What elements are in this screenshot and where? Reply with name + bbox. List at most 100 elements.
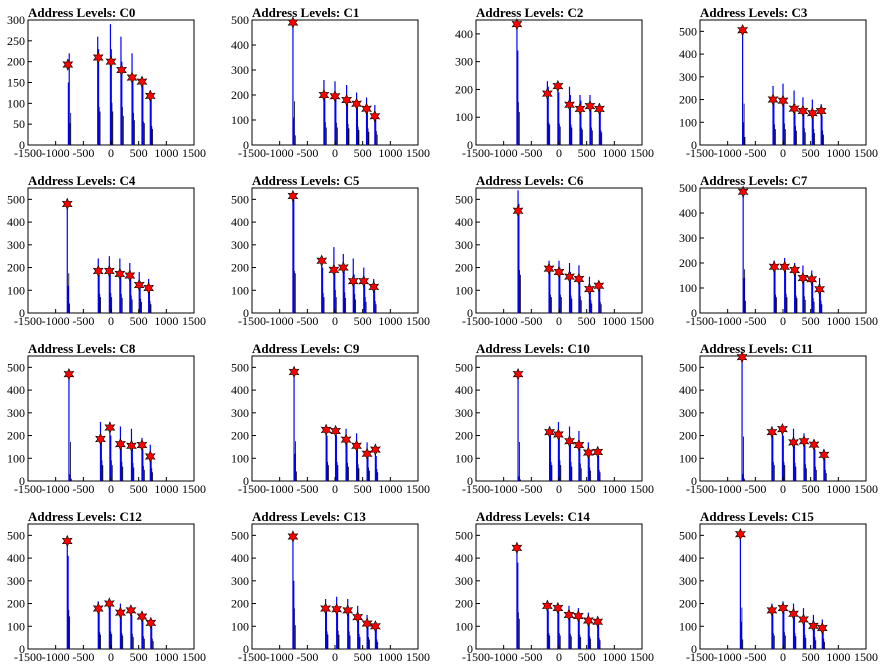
x-tick-label: 1000: [378, 650, 402, 664]
y-tick-label: 50: [13, 117, 25, 131]
chart-title: Address Levels: C15: [700, 509, 814, 524]
x-tick-label: 0: [556, 482, 562, 496]
x-tick-label: -1500: [14, 650, 42, 664]
y-tick-label: 500: [231, 528, 249, 542]
y-tick-label: 200: [231, 597, 249, 611]
peak-marker: [766, 425, 778, 439]
chart-panel: Address Levels: C15 0 100 200 300 400 500 -1500…: [679, 509, 878, 664]
peak-marker: [788, 607, 799, 621]
peak-marker: [584, 99, 596, 113]
y-tick-label: 300: [7, 238, 25, 252]
y-tick-label: 200: [455, 597, 473, 611]
x-tick-label: -1500: [462, 146, 490, 160]
y-tick-label: 200: [7, 261, 25, 275]
peak-marker: [143, 281, 155, 295]
peak-marker: [814, 283, 825, 296]
chart-title: Address Levels: C14: [476, 509, 590, 524]
x-tick-label: 0: [780, 650, 786, 664]
peak-marker: [564, 434, 575, 448]
peak-marker: [320, 423, 332, 437]
chart-panel: Address Levels: C10 0 100 200 300 400 500 -1500…: [455, 341, 654, 496]
y-tick-label: 500: [679, 528, 697, 542]
x-tick-label: 1000: [154, 482, 178, 496]
y-tick-label: 0: [19, 642, 25, 656]
x-tick-label: 1000: [826, 482, 850, 496]
x-tick-label: -1500: [238, 482, 266, 496]
chart-panel: Address Levels: C50100200300400500-1500-…: [231, 173, 430, 328]
y-tick-label: 0: [691, 642, 697, 656]
x-tick-label: 1000: [826, 314, 850, 328]
x-tick-label: 0: [556, 146, 562, 160]
chart-panel: Address Levels: C10100200300400500-1500-…: [231, 5, 430, 160]
x-tick-label: 1500: [406, 650, 430, 664]
y-tick-label: 300: [231, 574, 249, 588]
x-tick-label: 1500: [630, 146, 654, 160]
peak-marker: [103, 597, 115, 610]
plot-frame: [699, 187, 867, 314]
peak-marker: [103, 264, 115, 278]
y-tick-label: 300: [679, 70, 697, 84]
peak-marker: [797, 271, 809, 285]
x-tick-label: -1000: [714, 314, 742, 328]
y-tick-label: 100: [7, 283, 25, 297]
y-tick-label: 500: [679, 181, 697, 195]
peak-marker: [136, 75, 148, 88]
x-tick-label: -1000: [266, 650, 294, 664]
peak-marker: [92, 51, 104, 64]
peak-marker: [320, 602, 332, 615]
peak-marker: [543, 262, 555, 275]
x-tick-label: 0: [780, 146, 786, 160]
peak-marker: [564, 98, 575, 111]
x-tick-label: 1000: [602, 482, 626, 496]
x-tick-label: 1000: [154, 650, 178, 664]
x-tick-label: 1000: [378, 314, 402, 328]
chart-title: Address Levels: C9: [252, 341, 360, 356]
x-tick-label: -500: [72, 650, 94, 664]
chart-title: Address Levels: C5: [252, 173, 360, 188]
peak-marker: [779, 260, 791, 274]
y-tick-label: 500: [231, 360, 249, 374]
peak-marker: [798, 434, 810, 448]
x-tick-label: -500: [296, 146, 318, 160]
peak-marker: [287, 530, 299, 543]
chart-title: Address Levels: C10: [476, 341, 590, 356]
peak-marker: [766, 604, 778, 617]
peak-marker: [511, 541, 523, 555]
peak-marker: [351, 97, 362, 111]
x-tick-label: 500: [354, 482, 372, 496]
x-tick-label: -1500: [686, 314, 714, 328]
x-tick-label: -1000: [490, 314, 518, 328]
x-tick-label: -500: [72, 314, 94, 328]
chart-panel: Address Levels: C13 0 100 200 300 400 500 -1500…: [231, 509, 430, 664]
x-tick-label: -1000: [42, 146, 70, 160]
x-tick-label: 1000: [826, 146, 850, 160]
x-tick-label: -1500: [686, 650, 714, 664]
peak-marker: [61, 534, 73, 548]
x-tick-label: -1500: [238, 146, 266, 160]
chart-panel: Address Levels: C30100200300400500-1500-…: [679, 5, 878, 160]
y-tick-label: 200: [679, 429, 697, 443]
peak-marker: [361, 447, 373, 460]
x-tick-label: 0: [556, 650, 562, 664]
x-tick-label: 500: [130, 314, 148, 328]
y-tick-label: 200: [455, 82, 473, 96]
peak-marker: [114, 606, 126, 619]
peak-marker: [768, 260, 780, 274]
x-tick-label: -1000: [490, 482, 518, 496]
x-tick-label: 1500: [406, 146, 430, 160]
x-tick-label: -500: [72, 482, 94, 496]
x-tick-label: -1000: [714, 482, 742, 496]
peak-marker: [737, 23, 749, 37]
y-tick-label: 0: [467, 138, 473, 152]
y-tick-label: 500: [231, 13, 249, 27]
peak-marker: [331, 602, 343, 616]
peak-marker: [105, 55, 117, 68]
x-tick-label: 1500: [854, 650, 878, 664]
y-tick-label: 0: [19, 306, 25, 320]
peak-marker: [328, 263, 340, 277]
peak-marker: [788, 102, 800, 115]
peak-marker: [136, 438, 148, 452]
y-tick-label: 100: [455, 283, 473, 297]
x-tick-label: 500: [354, 650, 372, 664]
